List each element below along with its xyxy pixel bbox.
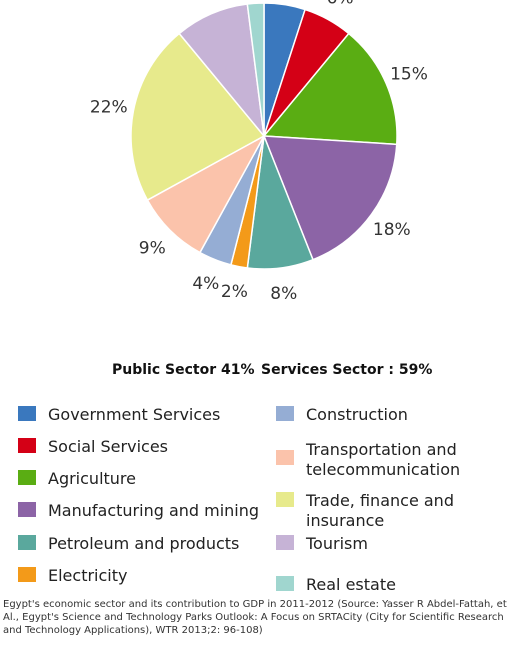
- legend-label: Petroleum and products: [48, 534, 240, 553]
- legend-swatch: [276, 576, 294, 591]
- legend-item-electricity: Electricity: [18, 566, 127, 586]
- legend-swatch: [276, 450, 294, 465]
- pie-data-label: 4%: [192, 274, 219, 294]
- pie-data-label: 8%: [270, 284, 297, 304]
- legend-label: Transportation and telecommunication: [306, 440, 461, 479]
- public-sector-label: Public Sector 41%: [112, 362, 255, 378]
- legend-item-government-services: Government Services: [18, 405, 220, 425]
- legend-swatch: [18, 535, 36, 550]
- legend-item-social-services: Social Services: [18, 437, 168, 457]
- pie-data-label: 9%: [139, 239, 166, 259]
- legend-item-construction: Construction: [276, 405, 408, 425]
- legend-swatch: [18, 406, 36, 421]
- legend-swatch: [276, 535, 294, 550]
- legend-label: Social Services: [48, 437, 168, 456]
- legend-label: Trade, finance and insurance: [306, 491, 454, 530]
- legend-label: Real estate: [306, 575, 396, 594]
- legend-item-trade-finance-and-insurance: Trade, finance and insurance: [276, 491, 528, 531]
- pie-slice-real-estate: [246, 2, 265, 137]
- legend-item-transportation-and-telecommunication: Transportation and telecommunication: [276, 440, 460, 480]
- legend-item-agriculture: Agriculture: [18, 469, 136, 489]
- legend-swatch: [276, 492, 294, 507]
- legend-swatch: [276, 406, 294, 421]
- legend-label: Construction: [306, 405, 408, 424]
- pie-data-label: 9%: [188, 0, 215, 2]
- services-sector-label: Services Sector : 59%: [261, 362, 433, 378]
- legend-item-real-estate: Real estate: [276, 575, 396, 595]
- legend-item-manufacturing-and-mining: Manufacturing and mining: [18, 501, 259, 521]
- pie-chart: 6% 15% 18% 8% 2%4% 9% 22% 9%: [90, 0, 428, 304]
- legend-swatch: [18, 470, 36, 485]
- pie-data-label: 18%: [373, 220, 411, 240]
- legend-swatch: [18, 567, 36, 582]
- pie-data-label: 15%: [390, 64, 428, 84]
- pie-data-label: 2%: [221, 282, 248, 302]
- sector-summary: Public Sector 41% Services Sector : 59%: [0, 362, 528, 384]
- legend-item-petroleum-and-products: Petroleum and products: [18, 534, 239, 554]
- legend-label: Agriculture: [48, 469, 136, 488]
- legend-label: Tourism: [306, 534, 368, 553]
- legend-swatch: [18, 502, 36, 517]
- pie-slice-agriculture: [262, 32, 398, 146]
- legend-item-tourism: Tourism: [276, 534, 368, 554]
- figure-caption: Egypt's economic sector and its contribu…: [3, 599, 507, 636]
- legend-label: Government Services: [48, 405, 221, 424]
- legend-label: Electricity: [48, 566, 128, 585]
- pie-data-label: 22%: [90, 97, 128, 117]
- pie-slice-manufacturing-and-mining: [262, 135, 398, 261]
- legend-label: Manufacturing and mining: [48, 501, 260, 520]
- legend-swatch: [18, 438, 36, 453]
- pie-slice-trade-finance-and-insurance: [130, 32, 266, 202]
- pie-data-label: 6%: [327, 0, 354, 9]
